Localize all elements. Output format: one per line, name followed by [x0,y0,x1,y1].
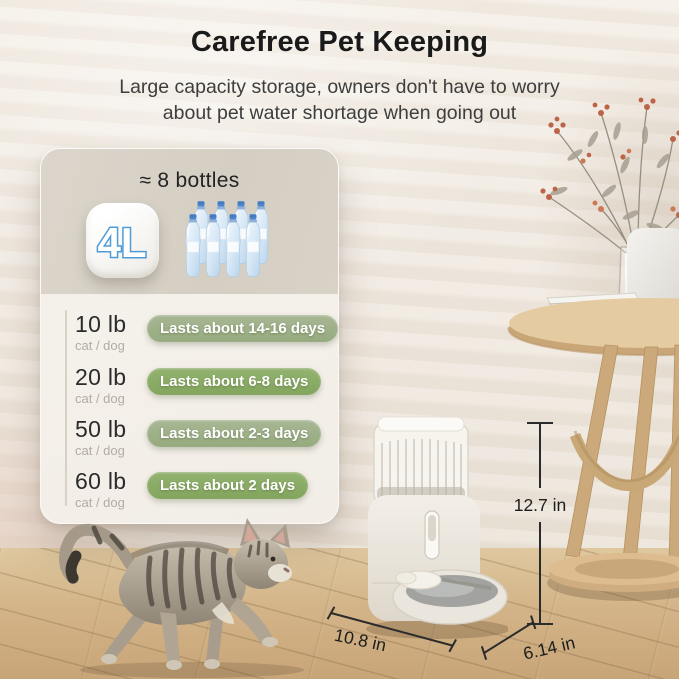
height-dimension-label: 12.7 in [513,495,567,515]
water-bottle-icon [183,212,203,280]
duration-badge: Lasts about 2 days [147,472,309,499]
water-bottle-icon [203,212,223,280]
weight-label: 60 lb cat / dog [75,468,127,510]
duration-badge: Lasts about 6-8 days [147,368,322,395]
table-base [547,553,679,601]
duration-table: 10 lb cat / dog Lasts about 14-16 days 2… [41,294,339,523]
table-top [507,298,679,357]
height-dimension-line [539,424,541,488]
water-dispenser-illustration [358,415,510,648]
table-row: 60 lb cat / dog Lasts about 2 days [41,468,338,514]
height-dimension-cap-bottom [527,623,553,625]
page-subtitle: Large capacity storage, owners don't hav… [0,74,679,126]
dispenser-tank [373,416,469,506]
capacity-badge-text: 4L [97,219,146,266]
duration-badge: Lasts about 14-16 days [147,315,339,342]
table-legs [565,344,679,562]
subtitle-line-1: Large capacity storage, owners don't hav… [119,76,560,98]
capacity-info-card: ≈ 8 bottles 4L 10 lb [40,148,339,524]
water-bottle-icon [223,212,243,280]
side-table-illustration [505,95,679,630]
weight-label: 50 lb cat / dog [75,416,127,458]
bottles-equivalence-label: ≈ 8 bottles [139,169,240,192]
table-row: 20 lb cat / dog Lasts about 6-8 days [41,364,338,410]
flower-leaves [550,122,670,232]
4l-capacity-badge: 4L [86,203,159,278]
height-dimension-cap-top [527,422,553,424]
table-divider-line [65,310,67,506]
dispenser-bowl [392,569,508,625]
weight-label: 20 lb cat / dog [75,364,127,406]
duration-badge: Lasts about 2-3 days [147,420,322,447]
subtitle-line-2: about pet water shortage when going out [162,102,517,124]
table-row: 10 lb cat / dog Lasts about 14-16 days [41,311,339,357]
table-row: 50 lb cat / dog Lasts about 2-3 days [41,416,338,462]
weight-label: 10 lb cat / dog [75,311,127,353]
water-bottles-group [183,199,279,283]
capacity-card-header: ≈ 8 bottles 4L [41,149,338,294]
water-bottle-icon [243,212,263,280]
page-title: Carefree Pet Keeping [190,26,489,58]
flower-berries [540,97,679,218]
tabby-cat-illustration [52,512,322,679]
height-dimension-line [539,522,541,623]
